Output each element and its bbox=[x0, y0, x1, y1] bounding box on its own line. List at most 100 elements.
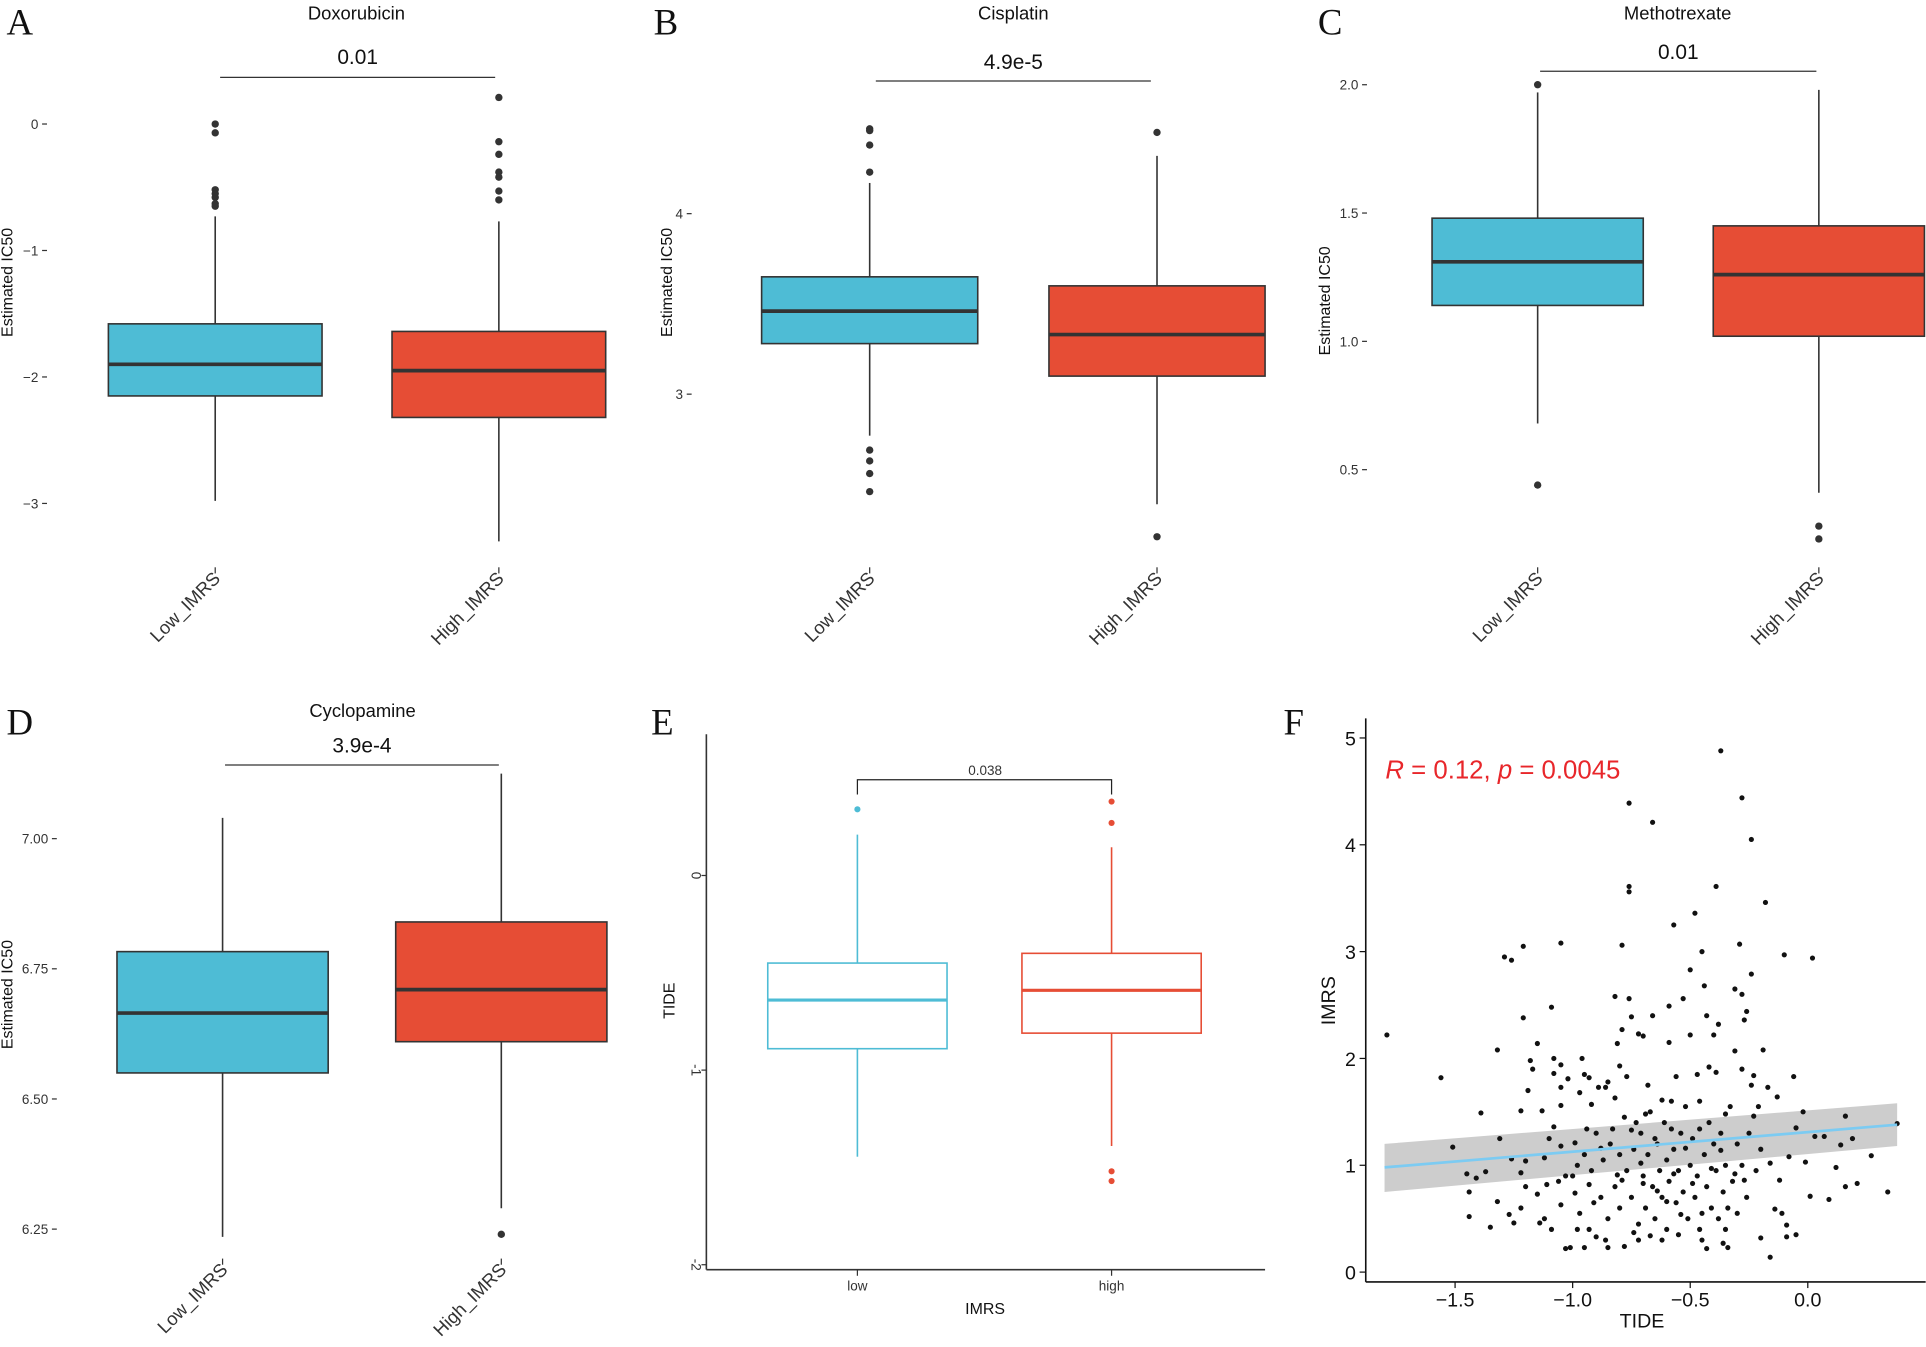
scatter-point bbox=[1466, 1189, 1472, 1195]
scatter-point bbox=[1748, 971, 1754, 977]
scatter-point bbox=[1784, 1222, 1790, 1228]
scatter-point bbox=[1558, 940, 1564, 946]
outlier-point bbox=[1108, 1177, 1115, 1185]
scatter-point bbox=[1626, 996, 1632, 1002]
scatter-point bbox=[1784, 1234, 1790, 1240]
scatter-point bbox=[1809, 955, 1816, 961]
chart-title: Doxorubicin bbox=[308, 3, 405, 24]
scatter-point bbox=[1718, 1147, 1724, 1153]
scatter-point bbox=[1558, 1062, 1564, 1068]
scatter-point bbox=[1751, 1113, 1757, 1119]
scatter-point bbox=[1525, 1087, 1531, 1094]
scatter-point bbox=[1715, 1021, 1722, 1027]
scatter-point bbox=[1605, 1244, 1611, 1251]
box-high_imrs bbox=[1048, 128, 1266, 541]
scatter-point bbox=[1668, 1126, 1674, 1132]
y-tick-label: 0 bbox=[1345, 1262, 1356, 1284]
outlier-point bbox=[211, 193, 219, 202]
scatter-point bbox=[1638, 1160, 1644, 1166]
scatter-point bbox=[1612, 1095, 1618, 1101]
scatter-point bbox=[1650, 1013, 1656, 1019]
y-tick-label: 4 bbox=[1345, 835, 1356, 857]
scatter-point bbox=[1779, 1210, 1785, 1216]
scatter-point bbox=[1668, 1098, 1674, 1104]
scatter-point bbox=[1473, 1175, 1479, 1181]
panel-letter: E bbox=[651, 701, 673, 742]
x-tick-label: −1.0 bbox=[1553, 1289, 1592, 1311]
box-iqr bbox=[107, 323, 323, 397]
scatter-point bbox=[1614, 1040, 1620, 1047]
x-tick-label: High_IMRS bbox=[1746, 568, 1828, 650]
scatter-point bbox=[1854, 1180, 1860, 1187]
outlier-point bbox=[865, 457, 874, 465]
scatter-point bbox=[1793, 1232, 1799, 1238]
y-tick-label: -2 bbox=[689, 1259, 704, 1271]
scatter-point bbox=[1619, 1027, 1625, 1033]
panel-a: A Doxorubicin 0.01 0 −1 −2 −3 Estimated IC50 Low… bbox=[0, 1, 607, 650]
scatter-point bbox=[1694, 1071, 1700, 1078]
scatter-point bbox=[1610, 1126, 1616, 1132]
scatter-point bbox=[1744, 1194, 1750, 1200]
outlier-point bbox=[495, 168, 503, 176]
box-low bbox=[766, 806, 948, 1157]
scatter-point bbox=[1544, 1181, 1550, 1188]
outlier-point bbox=[865, 168, 874, 176]
panel-letter: C bbox=[1318, 1, 1343, 42]
scatter-point bbox=[1626, 889, 1632, 895]
panel-c: C Methotrexate 0.01 2.0 1.5 1.0 0.5 Estimated I… bbox=[1317, 1, 1926, 650]
scatter-point bbox=[1689, 1180, 1696, 1187]
scatter-point bbox=[1541, 1155, 1548, 1161]
scatter-point bbox=[1657, 1168, 1663, 1174]
scatter-point bbox=[1602, 1237, 1609, 1243]
outlier-point bbox=[1108, 798, 1115, 805]
scatter-point bbox=[1619, 942, 1625, 948]
outlier-point bbox=[865, 469, 874, 478]
scatter-point bbox=[1652, 1135, 1658, 1142]
box-low_imrs bbox=[116, 817, 329, 1237]
y-tick-label: 1.5 bbox=[1340, 206, 1359, 221]
box-low_imrs bbox=[1431, 81, 1645, 489]
scatter-point bbox=[1826, 1196, 1832, 1203]
scatter-point bbox=[1581, 1244, 1587, 1251]
scatter-point bbox=[1722, 1226, 1729, 1232]
scatter-point bbox=[1574, 1162, 1580, 1168]
scatter-point bbox=[1671, 1146, 1677, 1152]
scatter-point bbox=[1598, 1194, 1604, 1200]
scatter-point bbox=[1746, 1130, 1752, 1136]
scatter-point bbox=[1673, 1074, 1679, 1080]
scatter-point bbox=[1384, 1032, 1390, 1038]
scatter-point bbox=[1617, 1205, 1623, 1211]
scatter-point bbox=[1588, 1168, 1595, 1174]
scatter-point bbox=[1737, 941, 1743, 947]
scatter-point bbox=[1767, 1160, 1773, 1166]
panel-letter: A bbox=[6, 1, 33, 42]
scatter-point bbox=[1727, 1103, 1733, 1110]
scatter-point bbox=[1520, 943, 1526, 949]
p-value-label: 0.01 bbox=[1658, 41, 1699, 64]
scatter-point bbox=[1581, 1152, 1587, 1158]
scatter-point bbox=[1450, 1144, 1456, 1150]
scatter-point bbox=[1739, 1162, 1745, 1168]
x-tick-label: Low_IMRS bbox=[146, 568, 225, 647]
scatter-point bbox=[1570, 1173, 1576, 1179]
scatter-point bbox=[1725, 1205, 1731, 1211]
correlation-annotation: R = 0.12, p = 0.0045 bbox=[1385, 756, 1620, 784]
scatter-point bbox=[1464, 1171, 1470, 1177]
panel-letter: B bbox=[654, 1, 679, 42]
box-iqr bbox=[766, 962, 948, 1050]
scatter-point bbox=[1635, 1031, 1642, 1037]
scatter-point bbox=[1751, 1072, 1757, 1079]
scatter-point bbox=[1586, 1226, 1592, 1232]
scatter-point bbox=[1739, 1066, 1745, 1072]
scatter-point bbox=[1701, 1152, 1707, 1158]
box-iqr bbox=[394, 921, 608, 1043]
scatter-point bbox=[1666, 1039, 1672, 1045]
scatter-point bbox=[1694, 1173, 1700, 1179]
x-tick-label: Low_IMRS bbox=[800, 568, 879, 647]
scatter-point bbox=[1605, 1079, 1611, 1085]
scatter-point bbox=[1699, 1237, 1705, 1243]
scatter-point bbox=[1680, 1189, 1686, 1195]
panel-letter: F bbox=[1283, 701, 1303, 742]
scatter-point bbox=[1680, 996, 1686, 1002]
scatter-point bbox=[1551, 1124, 1557, 1130]
